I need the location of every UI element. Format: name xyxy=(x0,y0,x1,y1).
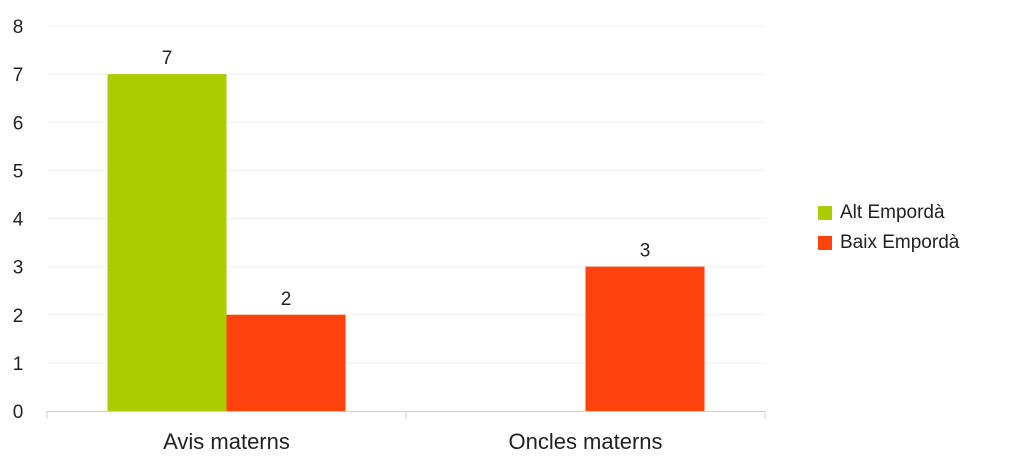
data-label-baix-emporda-avis-materns: 2 xyxy=(281,289,292,310)
legend-item-baix-emporda: Baix Empordà xyxy=(818,228,959,258)
data-label-baix-emporda-oncles-materns: 3 xyxy=(640,241,651,262)
data-label-alt-emporda-avis-materns: 7 xyxy=(162,48,173,69)
x-category-label-oncles-materns: Oncles materns xyxy=(508,429,662,454)
y-tick-label-7: 7 xyxy=(13,65,24,86)
legend-swatch-alt-emporda xyxy=(818,206,832,220)
bar-baix-emporda-avis-materns xyxy=(226,314,346,411)
x-category-label-avis-materns: Avis materns xyxy=(163,429,290,454)
legend-item-alt-emporda: Alt Empordà xyxy=(818,198,959,228)
y-tick-label-3: 3 xyxy=(13,258,24,279)
legend-label-baix-emporda: Baix Empordà xyxy=(840,232,960,253)
axes xyxy=(46,411,766,419)
bar-alt-emporda-avis-materns xyxy=(107,74,227,411)
legend: Alt Empordà Baix Empordà xyxy=(818,198,959,258)
y-tick-label-6: 6 xyxy=(13,113,24,134)
y-tick-label-8: 8 xyxy=(13,17,24,38)
x-category-labels: Avis materns Oncles materns xyxy=(163,429,662,454)
data-labels: 7 2 3 xyxy=(162,48,651,310)
bars xyxy=(107,74,705,411)
legend-swatch-baix-emporda xyxy=(818,236,832,250)
y-tick-label-5: 5 xyxy=(13,161,24,182)
legend-label-alt-emporda: Alt Empordà xyxy=(840,202,945,223)
y-tick-label-1: 1 xyxy=(13,354,24,375)
bar-baix-emporda-oncles-materns xyxy=(585,266,705,411)
y-tick-label-2: 2 xyxy=(13,306,24,327)
y-tick-label-4: 4 xyxy=(13,210,24,231)
y-tick-labels: 0 1 2 3 4 5 6 7 8 xyxy=(13,17,24,423)
y-tick-label-0: 0 xyxy=(13,402,24,423)
